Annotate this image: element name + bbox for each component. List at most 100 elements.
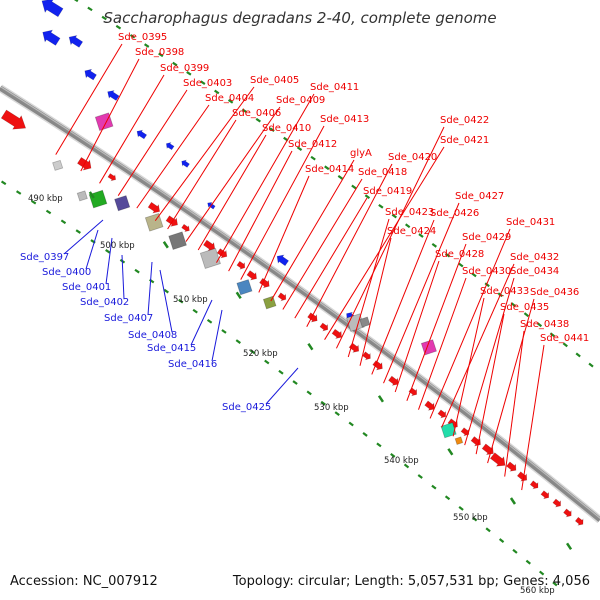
forward-gene-14 xyxy=(331,328,342,339)
forward-gene-label: Sde_0418 xyxy=(358,167,407,178)
backbone-highlight xyxy=(0,86,600,519)
gc-dash-outer xyxy=(378,203,384,209)
forward-gene-label: Sde_0409 xyxy=(276,95,325,106)
forward-leader-line xyxy=(282,178,363,310)
forward-gene-30 xyxy=(540,490,550,500)
label-leader-lines xyxy=(55,43,545,491)
forward-leader-line xyxy=(216,93,315,263)
gc-dash-outer xyxy=(73,0,79,3)
gc-dash-inner xyxy=(105,248,111,254)
feature-box-6 xyxy=(168,231,187,251)
forward-leader-line xyxy=(487,298,535,464)
forward-gene-label: Sde_0419 xyxy=(363,186,412,197)
forward-leader-line xyxy=(294,197,368,319)
gc-dash-outer xyxy=(418,233,424,238)
feature-box-14 xyxy=(454,436,464,445)
forward-gene-4 xyxy=(165,215,178,227)
reverse-gene-0 xyxy=(42,29,61,46)
accession-text: Accession: NC_007912 xyxy=(10,574,158,589)
gc-dash-inner xyxy=(60,219,67,225)
gc-dash-inner xyxy=(0,180,7,186)
reverse-gene-4 xyxy=(165,142,175,151)
gc-dash-outer xyxy=(186,71,192,76)
gc-dash-inner xyxy=(306,390,312,396)
gc-dash-inner xyxy=(320,400,326,406)
forward-gene-21 xyxy=(437,409,447,419)
gc-dash-inner xyxy=(348,421,354,427)
forward-leader-line xyxy=(475,313,505,455)
reverse-leader-line xyxy=(190,299,213,346)
gc-dash-inner xyxy=(512,548,518,554)
reverse-gene-label: Sde_0402 xyxy=(80,297,129,308)
reverse-leader-line xyxy=(121,254,125,300)
gc-dash-outer xyxy=(337,175,344,180)
feature-box-11 xyxy=(359,316,371,328)
forward-gene-29 xyxy=(529,480,539,490)
reverse-leader-line xyxy=(159,269,173,333)
gc-dash-outer xyxy=(588,362,594,368)
gc-dash-outer xyxy=(255,117,261,123)
gc-dash-outer xyxy=(536,322,543,328)
forward-gene-16 xyxy=(362,351,371,361)
forward-gene-12 xyxy=(307,312,318,323)
forward-leader-line xyxy=(240,125,325,280)
forward-leader-line xyxy=(383,202,460,384)
forward-gene-11 xyxy=(277,292,287,302)
gc-dash-outer xyxy=(575,352,581,358)
forward-leader-line xyxy=(99,74,165,184)
backbone-line xyxy=(0,85,600,522)
gc-dash-inner xyxy=(417,474,423,479)
forward-gene-label: Sde_0421 xyxy=(440,135,489,146)
forward-gene-label: Sde_0422 xyxy=(440,115,489,126)
gc-dash-outer xyxy=(200,80,206,85)
forward-leader-line xyxy=(270,159,355,302)
forward-leader-line xyxy=(258,175,310,293)
gc-dash-outer xyxy=(444,252,451,258)
gc-dash-outer xyxy=(214,89,220,95)
forward-gene-label: Sde_0424 xyxy=(387,226,436,237)
gene-labels: Sde_0395 Sde_0398 Sde_0399 Sde_0403 Sde_0404… xyxy=(20,32,589,413)
forward-gene-label: Sde_0398 xyxy=(135,47,184,58)
scale-tick-label: 500 kbp xyxy=(100,241,135,251)
forward-gene-label: Sde_0410 xyxy=(262,123,311,134)
gc-dash-inner xyxy=(264,359,270,365)
gc-dash-outer xyxy=(351,184,357,190)
scale-tick-label: 550 kbp xyxy=(453,513,488,523)
scale-tick-label: 530 kbp xyxy=(314,403,349,413)
gc-dash-outer xyxy=(158,52,164,58)
gc-dash-inner xyxy=(178,298,184,304)
feature-box-0 xyxy=(94,112,114,132)
forward-gene-label: Sde_0428 xyxy=(435,249,484,260)
forward-gene-label: Sde_0395 xyxy=(118,32,167,43)
forward-gene-13 xyxy=(319,322,329,332)
forward-gene-label: Sde_0420 xyxy=(388,152,437,163)
forward-gene-27 xyxy=(506,461,517,472)
scale-tick-mark xyxy=(447,448,454,456)
gc-dash-outer xyxy=(431,242,437,248)
scale-tick-mark xyxy=(509,497,517,505)
forward-leader-line xyxy=(154,86,255,221)
scale-tick-label: 540 kbp xyxy=(384,456,419,466)
reverse-leader-line xyxy=(63,219,104,255)
gc-dash-outer xyxy=(241,108,248,114)
scale-tick-mark xyxy=(235,291,242,300)
reverse-leader-line xyxy=(147,261,153,316)
gc-dash-outer xyxy=(391,213,397,219)
gc-dash-outer xyxy=(227,99,234,104)
reverse-gene-far-1 xyxy=(68,35,84,48)
gc-dash-outer xyxy=(510,302,517,308)
reverse-gene-far-0 xyxy=(41,0,64,18)
scale-tick-mark xyxy=(162,241,169,249)
feature-box-13 xyxy=(440,422,457,439)
gc-dash-inner xyxy=(221,329,227,334)
forward-gene-28 xyxy=(516,471,528,482)
gc-dash-inner xyxy=(539,570,545,576)
gc-dash-inner xyxy=(235,339,241,344)
gc-dash-outer xyxy=(562,342,568,348)
forward-leader-line xyxy=(521,344,545,491)
forward-gene-label: Sde_0431 xyxy=(506,217,555,228)
forward-gene-20 xyxy=(424,400,435,411)
genome-backbone xyxy=(0,84,600,524)
